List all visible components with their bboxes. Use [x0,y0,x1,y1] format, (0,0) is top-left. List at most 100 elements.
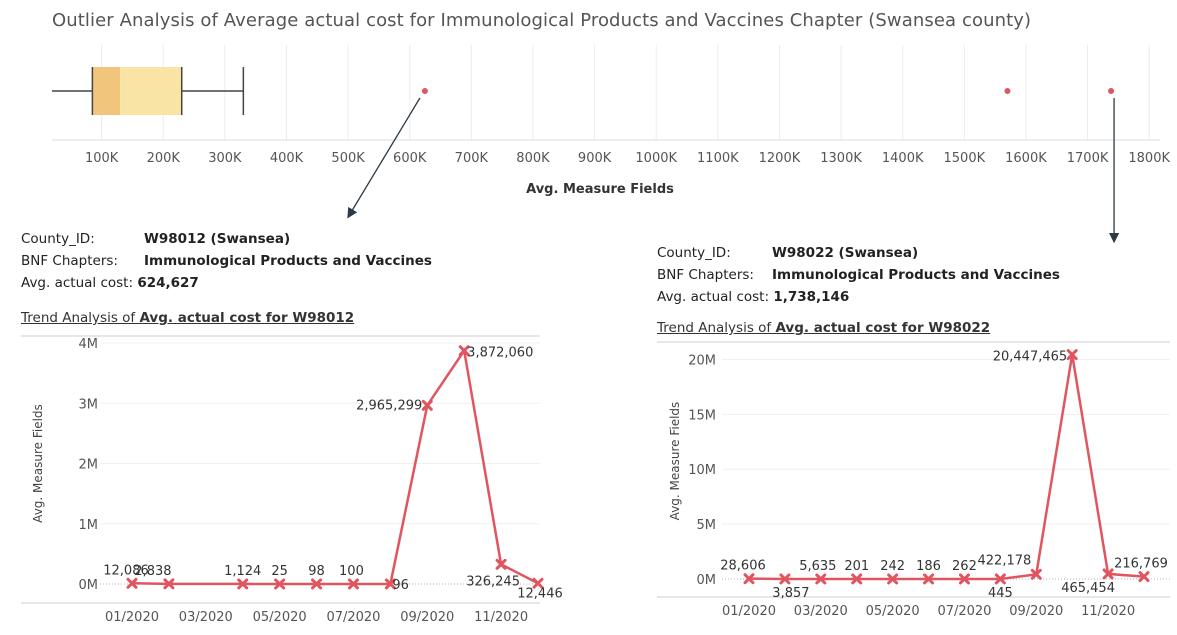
x-tick-label: 1600K [1005,151,1047,166]
data-point-marker [887,573,899,585]
x-tick-label: 07/2020 [937,604,991,619]
data-label: 25 [271,564,288,579]
data-point-marker [994,573,1006,585]
data-label: 326,245 [466,574,520,589]
data-point-marker [532,577,544,589]
data-point-marker [274,578,286,590]
trend-bold: Avg. actual cost for W98022 [775,320,991,336]
data-point-marker [851,573,863,585]
county-label: County_ID: [21,231,95,247]
cost-value: 1,738,146 [773,289,850,305]
x-tick-label: 900K [578,151,612,166]
right-info-panel: County_ID: W98022 (Swansea) BNF Chapters:… [657,242,1060,308]
data-point-marker [1066,349,1078,361]
county-value: W98012 (Swansea) [144,231,291,247]
data-point-marker [923,573,935,585]
x-tick-label: 11/2020 [474,610,528,625]
data-point-marker [347,578,359,590]
x-tick-label: 09/2020 [1009,604,1063,619]
x-tick-label: 07/2020 [326,610,380,625]
data-point-marker [421,399,433,411]
series-line [748,354,1145,581]
data-point-marker [1030,568,1042,580]
x-axis-title: Avg. Measure Fields [526,182,674,197]
data-point-marker [495,558,507,570]
trend-chart-w98022: 0M 5M 10M 15M 20M 01/2020 03/2020 05/2020 07/202… [657,341,1170,619]
x-tick-label: 1000K [635,151,677,166]
data-label: 201 [844,559,869,574]
data-point-marker [237,578,249,590]
data-label: 422,178 [978,553,1032,568]
county-value: W98022 (Swansea) [772,245,919,261]
data-point-marker [1138,571,1150,583]
box-upper [120,67,182,115]
data-point-marker [384,578,396,590]
x-tick-label: 500K [331,151,365,166]
y-tick-label: 0M [79,578,99,593]
x-tick-label: 200K [147,151,181,166]
data-label: 2,965,299 [356,398,422,413]
data-point-marker [163,578,175,590]
data-label: 12,086 [103,563,149,578]
box-plot: 100K 200K 300K 400K 500K 600K 700K 800K 900K 1000… [52,45,1170,244]
right-trend-title: Trend Analysis of Avg. actual cost for W… [657,320,990,336]
data-point-marker [815,573,827,585]
trend-prefix: Trend Analysis of [657,320,776,336]
data-label: 465,454 [1061,581,1115,596]
y-axis-title: Avg. Measure Fields [31,404,45,523]
data-point-marker [958,573,970,585]
data-label: 186 [916,559,941,574]
x-tick-label: 05/2020 [253,610,307,625]
data-label: 98 [308,564,325,579]
data-label: 262 [952,559,977,574]
x-tick-label: 600K [393,151,427,166]
bnf-label: BNF Chapters: [21,253,118,269]
x-tick-label: 1200K [759,151,801,166]
data-label: 2,838 [134,564,171,579]
arrow-left [347,97,421,219]
y-axis-title: Avg. Measure Fields [668,402,682,521]
x-tick-label: 1400K [882,151,924,166]
data-label: 5,635 [799,559,836,574]
data-point-marker [779,573,791,585]
x-tick-label: 100K [85,151,119,166]
left-info-panel: County_ID: W98012 (Swansea) BNF Chapters:… [21,228,432,294]
y-tick-label: 1M [79,518,99,533]
data-label: 3,872,060 [467,346,533,361]
data-point-marker [126,577,138,589]
x-tick-label: 03/2020 [179,610,233,625]
x-tick-label: 1800K [1128,151,1170,166]
data-label: 445 [988,586,1013,601]
y-tick-label: 3M [79,397,99,412]
page-title: Outlier Analysis of Average actual cost … [52,10,1032,31]
trend-bold: Avg. actual cost for W98012 [139,310,355,326]
cost-label: Avg. actual cost: [657,289,770,305]
outlier-point [1004,88,1011,94]
data-label: 3,857 [772,586,809,601]
data-point-marker [311,578,323,590]
data-label: 242 [880,559,905,574]
bnf-label: BNF Chapters: [657,267,754,283]
y-tick-label: 10M [688,463,716,478]
data-label: 1,124 [224,564,261,579]
data-point-marker [1102,568,1114,580]
bnf-value: Immunological Products and Vaccines [772,267,1060,283]
x-tick-label: 400K [270,151,304,166]
data-label: 100 [339,564,364,579]
x-tick-label: 05/2020 [866,604,920,619]
y-tick-label: 5M [697,518,717,533]
left-trend-title: Trend Analysis of Avg. actual cost for W… [21,310,354,326]
x-tick-label: 01/2020 [722,604,776,619]
county-label: County_ID: [657,245,731,261]
y-tick-label: 2M [79,458,99,473]
x-tick-label: 1500K [944,151,986,166]
data-label: 96 [392,578,409,593]
data-label: 20,447,465 [993,350,1067,365]
box-lower [92,67,121,115]
data-label: 216,769 [1114,557,1168,572]
series-line [131,347,539,586]
data-point-marker [743,573,755,585]
x-tick-label: 09/2020 [400,610,454,625]
cost-value: 624,627 [137,275,199,291]
